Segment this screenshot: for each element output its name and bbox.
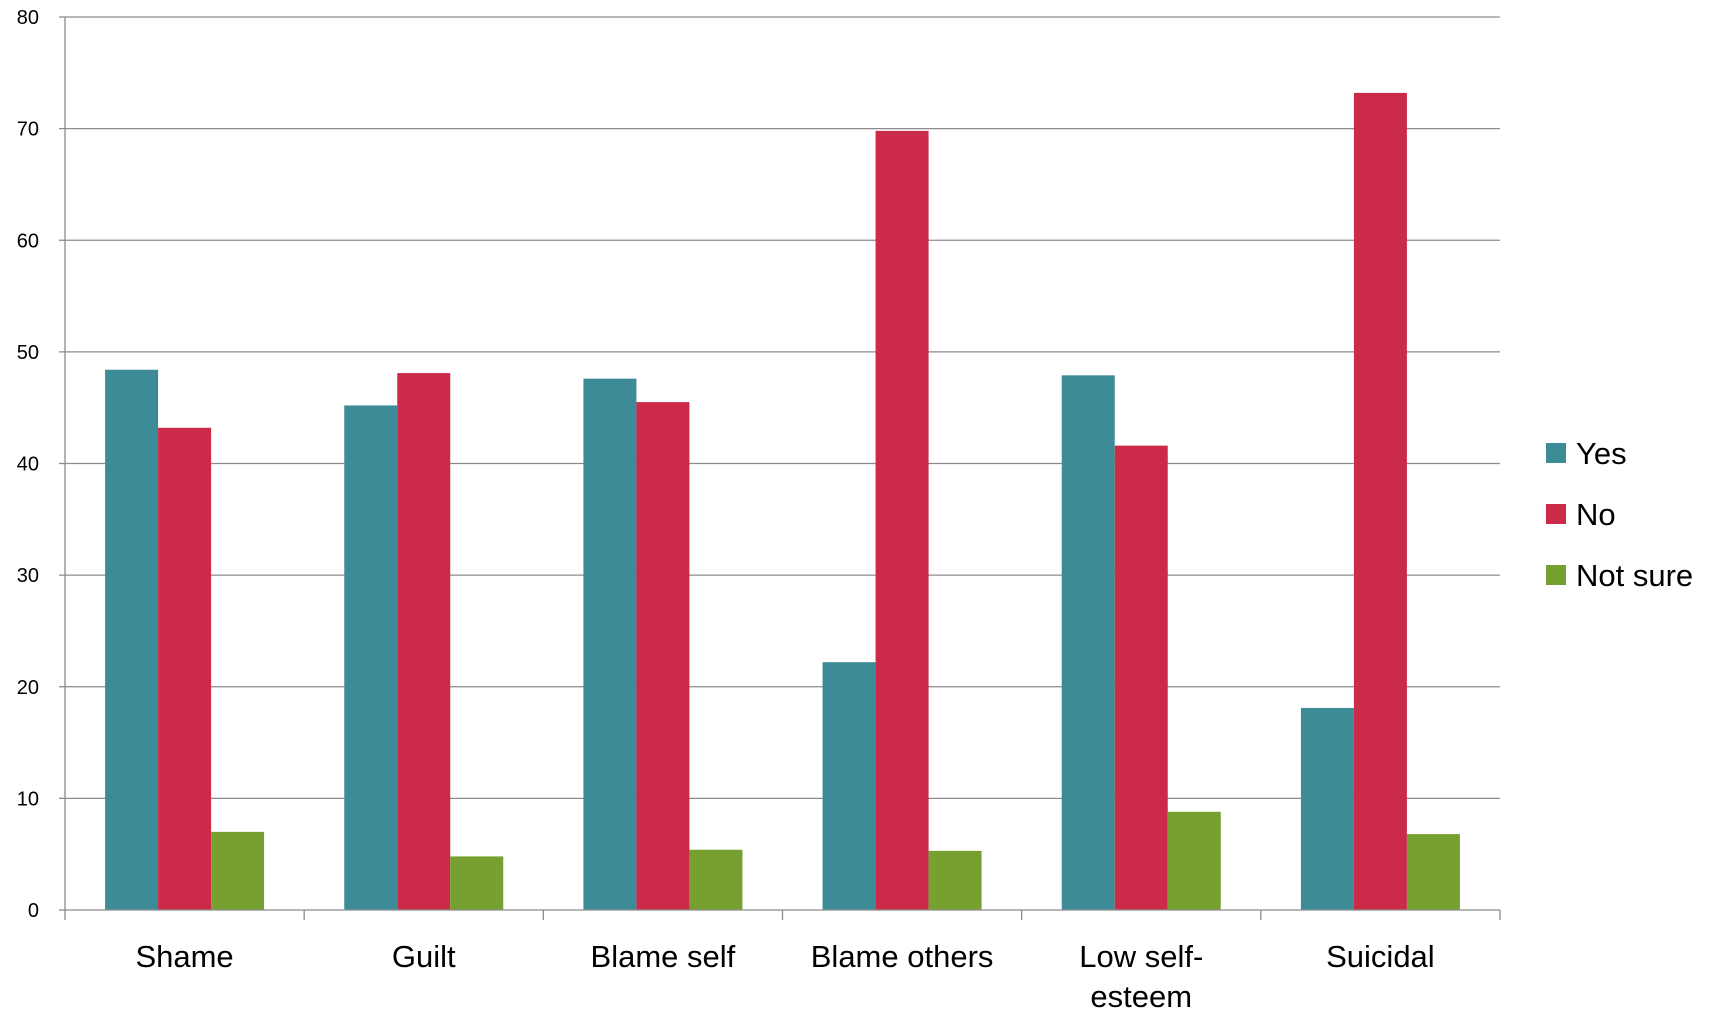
y-tick-label: 60	[17, 230, 39, 252]
y-tick-label: 40	[17, 454, 39, 476]
legend-swatch	[1546, 443, 1566, 463]
x-tick-label: Shame	[135, 939, 233, 974]
legend-swatch	[1546, 504, 1566, 524]
x-tick-label: Blame others	[811, 939, 994, 974]
bar-yes	[105, 369, 159, 910]
x-tick-label: Suicidal	[1326, 939, 1435, 974]
y-tick-label: 70	[17, 119, 39, 141]
x-tick-labels: Shame Guilt Blame self Blame others Low self…	[135, 939, 1434, 1014]
bars	[105, 92, 1460, 911]
y-tick-labels: 0 10 20 30 40 50 60 70 80	[17, 7, 39, 922]
x-tick-label-line: Suicidal	[1326, 939, 1435, 974]
bar-no	[1353, 92, 1407, 910]
bar-not-sure	[450, 856, 504, 910]
bar-no	[397, 373, 451, 910]
bar-not-sure	[1406, 834, 1460, 910]
legend-swatch	[1546, 565, 1566, 585]
legend-label: Yes	[1576, 436, 1627, 471]
bar-no	[875, 130, 929, 911]
legend-label: No	[1576, 497, 1616, 532]
bar-not-sure	[689, 849, 743, 910]
x-tick-label-line: Shame	[135, 939, 233, 974]
y-tick-label: 10	[17, 788, 39, 810]
bar-not-sure	[1167, 811, 1221, 910]
y-tick-label: 0	[28, 900, 39, 922]
legend-label: Not sure	[1576, 558, 1693, 593]
y-tick-label: 80	[17, 7, 39, 29]
x-tick-label-line: Low self-	[1079, 939, 1203, 974]
bar-yes	[822, 662, 876, 910]
bar-no	[1114, 445, 1168, 910]
legend: Yes No Not sure	[1546, 436, 1693, 593]
axes	[59, 16, 1501, 920]
bar-yes	[583, 378, 637, 910]
bar-yes	[1061, 375, 1115, 910]
bar-yes	[344, 405, 398, 910]
y-tick-label: 30	[17, 565, 39, 587]
x-tick-label: Guilt	[392, 939, 456, 974]
bar-yes	[1300, 707, 1354, 910]
bar-not-sure	[211, 831, 265, 910]
bar-no	[158, 427, 212, 910]
bar-not-sure	[928, 850, 982, 910]
y-tick-label: 20	[17, 677, 39, 699]
x-tick-label-line: Blame others	[811, 939, 994, 974]
x-tick-label-line: Blame self	[591, 939, 736, 974]
bar-no	[636, 402, 690, 910]
gridlines	[65, 16, 1500, 800]
x-tick-label-line: Guilt	[392, 939, 456, 974]
x-tick-label: Low self-esteem	[1079, 939, 1203, 1014]
y-tick-label: 50	[17, 342, 39, 364]
x-tick-label: Blame self	[591, 939, 736, 974]
x-tick-label-line: esteem	[1090, 979, 1192, 1014]
